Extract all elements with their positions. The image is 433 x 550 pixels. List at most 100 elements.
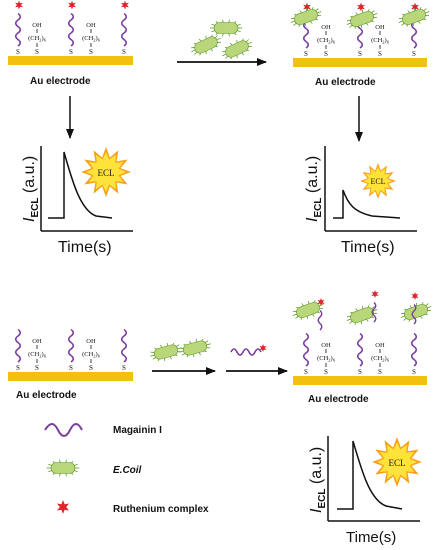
peptide-icon: [44, 423, 83, 437]
spacer-chain: OH (CH2)6 S: [317, 342, 336, 376]
secondary-peptide: [411, 292, 419, 325]
tagged-peptide-free: [230, 344, 267, 356]
hydroxyl-label: OH: [375, 24, 385, 31]
chain-label: (CH2)6: [28, 351, 47, 359]
ecl-burst-icon: [360, 163, 396, 199]
sulfur-label: S: [412, 368, 416, 376]
ecl-plot-recovered: ECL IECL (a.u.) Time(s): [308, 436, 422, 546]
gold-electrode: [293, 58, 427, 67]
chain-label: (CH2)6: [28, 35, 47, 43]
y-axis-label: IECL (a.u.): [304, 156, 324, 222]
gold-electrode: [8, 372, 133, 381]
spacer-chain: OH (CH2)6 S: [28, 338, 47, 372]
ruthenium-star-icon: [259, 344, 267, 352]
hydroxyl-label: OH: [32, 338, 42, 345]
peptide-icon: [67, 328, 75, 363]
electrode-label: Au electrode: [315, 77, 376, 88]
sulfur-label: S: [378, 50, 382, 58]
peptide-icon: [410, 332, 418, 367]
sulfur-label: S: [358, 368, 362, 376]
ruthenium-star-icon: [121, 0, 129, 10]
spacer-chain: OH (CH2)6 S: [371, 342, 390, 376]
ruthenium-star-icon: [15, 0, 23, 10]
x-axis-label: Time(s): [346, 529, 396, 546]
electrode-label: Au electrode: [16, 390, 77, 401]
peptide-probe: S: [14, 0, 23, 56]
spacer-chain: OH (CH2)6 S: [28, 22, 47, 56]
peptide-probe: S: [14, 328, 22, 372]
sulfur-label: S: [378, 368, 382, 376]
ruthenium-star-icon: [357, 2, 365, 12]
bacteria-icon: [209, 19, 243, 37]
legend-bacteria: E.Coil: [113, 465, 142, 476]
gold-electrode: [293, 376, 427, 385]
peptide-probe: S: [67, 328, 75, 372]
peptide-icon: [120, 12, 128, 47]
sulfur-label: S: [122, 48, 126, 56]
electrode-label: Au electrode: [30, 76, 91, 87]
electrode-panel-top-left: S S S OH (CH2)6 S OH (CH2)6 S Au electrode: [8, 0, 133, 87]
sulfur-label: S: [122, 364, 126, 372]
sulfur-label: S: [89, 48, 93, 56]
hydroxyl-label: OH: [321, 24, 331, 31]
peptide-icon: [230, 348, 262, 356]
ecl-trace: [333, 189, 401, 219]
legend-tag: Ruthenium complex: [113, 504, 209, 515]
chain-label: (CH2)6: [317, 355, 336, 363]
peptide-icon: [317, 309, 323, 331]
chain-label: (CH2)6: [82, 351, 101, 359]
sulfur-label: S: [69, 48, 73, 56]
bacteria-cluster: [150, 338, 211, 362]
ecl-burst-icon: [81, 147, 131, 197]
bacteria-icon: [46, 459, 80, 477]
bacteria-icon: [346, 9, 378, 29]
ecl-plot-weak: ECL IECL (a.u.) Time(s): [304, 146, 417, 256]
burst-label: ECL: [98, 168, 115, 178]
ecl-plot-strong: ECL IECL (a.u.) Time(s): [21, 146, 133, 256]
hydroxyl-label: OH: [375, 342, 385, 349]
sulfur-label: S: [324, 368, 328, 376]
ecl-trace: [337, 440, 403, 510]
sulfur-label: S: [89, 364, 93, 372]
bacteria-cluster: [191, 19, 252, 60]
bacteria-icon: [346, 305, 378, 325]
ruthenium-star-icon: [411, 292, 419, 300]
legend-peptide: Magainin I: [113, 425, 162, 436]
ruthenium-star-icon: [56, 500, 70, 514]
sulfur-label: S: [16, 364, 20, 372]
burst-label: ECL: [389, 458, 406, 468]
chain-label: (CH2)6: [82, 35, 101, 43]
peptide-probe: S: [356, 332, 364, 376]
bacteria-icon: [150, 342, 182, 362]
gold-electrode: [8, 56, 133, 65]
peptide-icon: [14, 328, 22, 363]
peptide-probe: S: [356, 2, 365, 58]
hydroxyl-label: OH: [86, 22, 96, 29]
spacer-chain: OH (CH2)6 S: [82, 338, 101, 372]
spacer-chain: OH (CH2)6 S: [82, 22, 101, 56]
peptide-icon: [120, 328, 128, 363]
peptide-icon: [302, 332, 310, 367]
peptide-icon: [14, 12, 22, 47]
ecl-burst-icon: [372, 437, 422, 487]
peptide-probe: S: [67, 0, 76, 56]
peptide-icon: [356, 332, 364, 367]
burst-label: ECL: [370, 177, 385, 186]
ruthenium-star-icon: [68, 0, 76, 10]
electrode-panel-top-right: S S S OH (CH2)6 S OH (CH2)6 S Au electrode: [290, 2, 430, 88]
peptide-icon: [371, 301, 377, 323]
chain-label: (CH2)6: [371, 37, 390, 45]
peptide-probe: S: [410, 332, 418, 376]
bacteria-icon: [222, 38, 252, 60]
electrode-label: Au electrode: [308, 394, 369, 405]
ecl-trace: [48, 151, 113, 219]
peptide-probe: S: [302, 332, 310, 376]
sulfur-label: S: [412, 50, 416, 58]
ruthenium-star-icon: [317, 298, 325, 306]
y-axis-label: IECL (a.u.): [308, 447, 328, 513]
electrode-panel-bottom-right: S S S OH (CH2)6 S OH (CH2)6 S Au electrode: [292, 290, 432, 405]
secondary-peptide: [371, 290, 379, 323]
chain-label: (CH2)6: [371, 355, 390, 363]
peptide-probe: S: [120, 0, 129, 56]
